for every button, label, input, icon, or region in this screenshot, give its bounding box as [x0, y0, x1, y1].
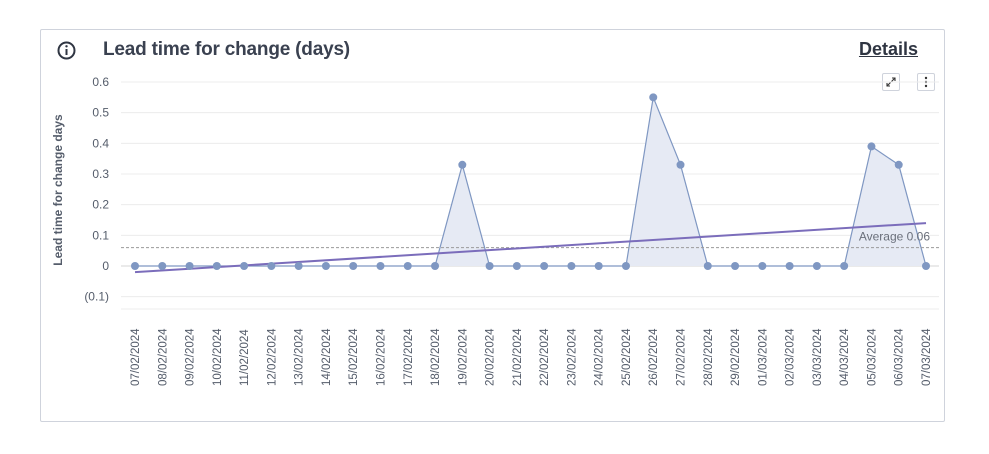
data-point [812, 262, 821, 270]
data-point [212, 262, 221, 270]
x-tick-label: 05/03/2024 [866, 328, 878, 386]
x-tick-label: 16/02/2024 [375, 328, 387, 386]
x-tick-label: 29/02/2024 [730, 328, 742, 386]
trend-line [134, 222, 927, 274]
y-tick-label: 0.1 [92, 228, 109, 242]
x-tick-label: 08/02/2024 [157, 328, 169, 386]
x-tick-label: 15/02/2024 [348, 328, 360, 386]
card-header: Lead time for change (days) Details [41, 30, 944, 74]
data-point [485, 262, 494, 270]
data-point [703, 262, 712, 270]
data-point [922, 262, 930, 270]
data-point [376, 262, 385, 270]
data-point [731, 262, 740, 270]
x-tick-label: 21/02/2024 [512, 328, 524, 386]
y-tick-label: 0.6 [92, 75, 109, 89]
x-tick-label: 09/02/2024 [185, 328, 197, 386]
x-tick-label: 01/03/2024 [757, 328, 769, 386]
data-point [240, 262, 249, 270]
x-tick-label: 06/03/2024 [894, 328, 906, 386]
x-tick-label: 10/02/2024 [212, 328, 224, 386]
y-tick-label: 0.5 [92, 106, 109, 120]
y-tick-label: 0.2 [92, 198, 109, 212]
data-point [785, 262, 794, 270]
expand-icon [886, 77, 896, 87]
data-point [431, 262, 440, 270]
data-point [649, 93, 658, 102]
data-point [349, 262, 358, 270]
y-tick-label: (0.1) [84, 290, 109, 304]
x-tick-label: 27/02/2024 [676, 328, 688, 386]
data-point [267, 262, 276, 270]
chart-card: Lead time for change (days) Details Lead… [40, 29, 945, 422]
data-point [676, 160, 685, 169]
series-area-fill [135, 97, 926, 266]
average-label: Average 0.06 [859, 230, 930, 244]
data-point [512, 262, 521, 270]
data-point [321, 262, 330, 270]
x-tick-label: 18/02/2024 [430, 328, 442, 386]
data-point [403, 262, 412, 270]
x-tick-label: 02/03/2024 [785, 328, 797, 386]
x-tick-label: 13/02/2024 [294, 328, 306, 386]
data-point [185, 262, 194, 270]
x-tick-label: 19/02/2024 [457, 328, 469, 386]
y-tick-label: 0.4 [92, 136, 109, 150]
x-tick-label: 24/02/2024 [594, 328, 606, 386]
data-point [758, 262, 767, 270]
x-tick-label: 23/02/2024 [566, 328, 578, 386]
x-tick-label: 12/02/2024 [266, 328, 278, 386]
data-point [294, 262, 303, 270]
y-tick-label: 0.3 [92, 167, 109, 181]
info-icon[interactable] [57, 41, 76, 60]
x-tick-label: 07/02/2024 [130, 328, 142, 386]
data-point [894, 160, 903, 169]
x-tick-label: 17/02/2024 [403, 328, 415, 386]
data-point [567, 262, 576, 270]
x-tick-label: 04/03/2024 [839, 328, 851, 386]
x-tick-label: 07/03/2024 [921, 328, 933, 386]
data-point [840, 262, 849, 270]
x-tick-label: 11/02/2024 [239, 329, 251, 386]
x-tick-label: 14/02/2024 [321, 328, 333, 386]
x-tick-label: 22/02/2024 [539, 328, 551, 386]
details-link[interactable]: Details [858, 39, 918, 59]
x-tick-label: 20/02/2024 [485, 328, 497, 386]
data-point [131, 262, 139, 270]
x-tick-label: 03/03/2024 [812, 328, 824, 386]
data-point [594, 262, 603, 270]
data-point [867, 142, 876, 151]
data-point [158, 262, 167, 270]
data-point [540, 262, 549, 270]
chart-title: Lead time for change (days) [103, 39, 350, 60]
y-tick-label: 0 [102, 259, 109, 273]
series-line [135, 95, 927, 267]
x-tick-label: 28/02/2024 [703, 328, 715, 386]
data-point [458, 160, 467, 169]
x-tick-label: 25/02/2024 [621, 328, 633, 386]
x-tick-label: 26/02/2024 [648, 328, 660, 386]
data-point [621, 262, 630, 270]
